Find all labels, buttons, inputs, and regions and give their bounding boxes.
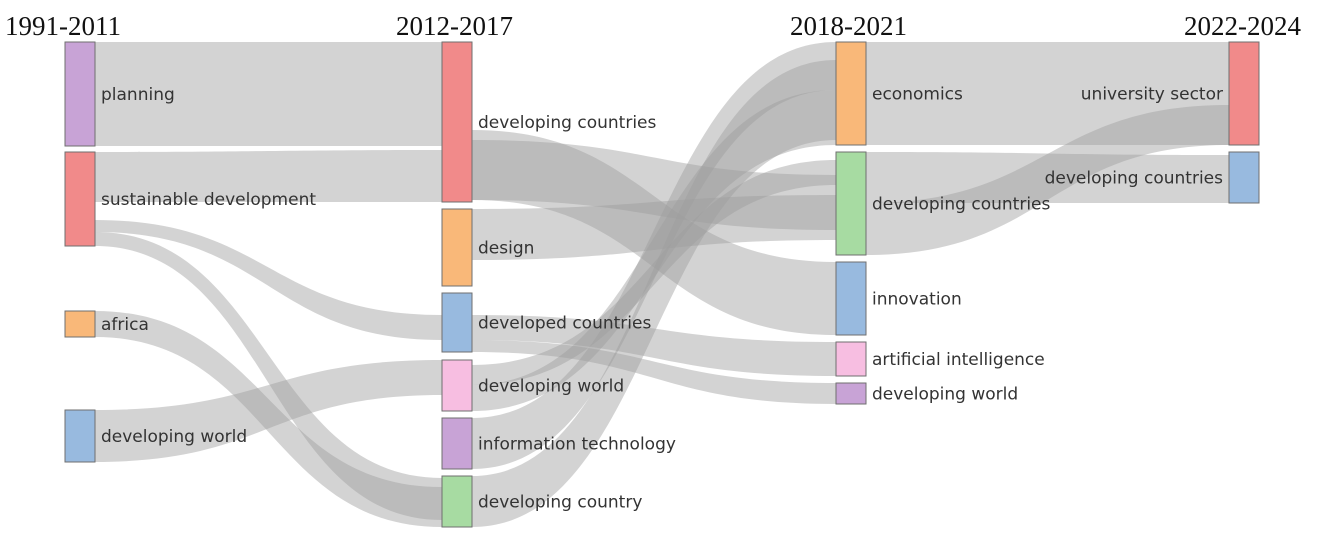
- link-p2-design-to-p3-devcountries: [472, 195, 836, 260]
- link-p1-sustainable-to-p2-devcountry: [95, 232, 442, 520]
- link-p2-developed-to-p3-ai: [472, 315, 836, 376]
- link-p1-devworld-to-p2-devworld: [95, 360, 442, 462]
- node-p3-innovation: [835, 261, 867, 336]
- link-p1-africa-to-p2-devcountry: [95, 311, 442, 527]
- node-label-p1-sustainable: sustainable development: [101, 190, 316, 210]
- link-p2-devworld-to-p3-devcountries: [472, 160, 836, 385]
- labels-layer: planning sustainable development africa dev…: [101, 85, 1223, 513]
- node-p3-economics: [835, 41, 867, 146]
- node-label-p3-devcountries: developing countries: [872, 195, 1051, 215]
- links-layer: [95, 42, 1229, 527]
- node-p2-developed: [441, 292, 473, 353]
- link-p2-devworld-to-p3-economics: [472, 90, 836, 411]
- node-p2-devworld: [441, 359, 473, 412]
- link-p3-devcountries-to-p4-university: [866, 105, 1229, 255]
- link-p2-devcountry-to-p3-economics: [472, 60, 836, 527]
- node-label-p2-devcountries: developing countries: [478, 113, 657, 133]
- period-titles: 1991-2011 2012-2017 2018-2021 2022-2024: [5, 11, 1301, 41]
- link-p1-sustainable-to-p2-devcountries: [95, 150, 442, 202]
- link-p1-planning-to-p2-devcountries: [95, 42, 442, 146]
- node-label-p4-university: university sector: [1081, 85, 1223, 105]
- node-label-p2-developed: developed countries: [478, 314, 651, 334]
- link-p1-sustainable-to-p2-developed: [95, 220, 442, 340]
- node-label-p1-planning: planning: [101, 85, 175, 105]
- node-p2-devcountries: [441, 41, 473, 203]
- node-p2-infotech: [441, 417, 473, 470]
- node-p4-university: [1228, 41, 1260, 146]
- link-p2-infotech-to-p3-economics: [472, 42, 836, 469]
- link-p2-devcountries-to-p3-devcountries: [472, 140, 836, 230]
- node-p1-africa: [64, 310, 96, 338]
- node-p3-devworld: [835, 382, 867, 405]
- node-p3-ai: [835, 341, 867, 377]
- node-p1-devworld: [64, 409, 96, 463]
- period-title-4: 2022-2024: [1184, 11, 1301, 41]
- node-p1-planning: [64, 41, 96, 147]
- nodes-layer: [64, 41, 1260, 528]
- node-label-p3-economics: economics: [872, 85, 963, 105]
- link-p2-developed-to-p3-devworld: [472, 340, 836, 404]
- node-label-p3-innovation: innovation: [872, 290, 962, 310]
- period-title-2: 2012-2017: [396, 11, 513, 41]
- link-p3-economics-to-p4-university: [866, 42, 1229, 145]
- node-label-p2-devworld: developing world: [478, 377, 624, 397]
- link-p3-devcountries-to-p4-devcountries: [866, 152, 1229, 203]
- node-p2-design: [441, 208, 473, 287]
- node-label-p1-africa: africa: [101, 315, 149, 335]
- node-label-p2-devcountry: developing country: [478, 493, 642, 513]
- node-label-p3-ai: artificial intelligence: [872, 350, 1045, 370]
- node-p4-devcountries: [1228, 151, 1260, 204]
- node-p3-devcountries: [835, 151, 867, 256]
- link-p2-devcountries-to-p3-innovation: [472, 130, 836, 335]
- node-label-p1-devworld: developing world: [101, 427, 247, 447]
- node-label-p3-devworld: developing world: [872, 385, 1018, 405]
- node-label-p2-infotech: information technology: [478, 435, 676, 455]
- node-label-p4-devcountries: developing countries: [1045, 169, 1224, 189]
- node-p2-devcountry: [441, 475, 473, 528]
- period-title-1: 1991-2011: [5, 11, 121, 41]
- period-title-3: 2018-2021: [790, 11, 907, 41]
- node-p1-sustainable: [64, 151, 96, 247]
- node-label-p2-design: design: [478, 239, 534, 259]
